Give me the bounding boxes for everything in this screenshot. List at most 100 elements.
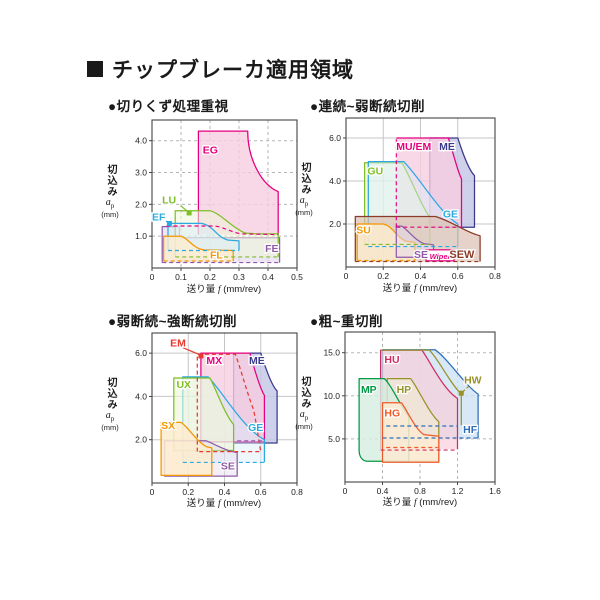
region-label-SE: SE (414, 249, 428, 261)
y-axis-unit: (mm) (295, 422, 313, 431)
y-axis-label-2: 切込み ap (mm) (290, 162, 318, 217)
region-outline-FL (162, 235, 234, 261)
x-tick-label: 0.3 (233, 272, 245, 282)
leader-marker (186, 210, 192, 216)
y-axis-symbol: ap (105, 197, 115, 210)
y-axis-symbol: ap (299, 195, 309, 208)
plot-border (151, 119, 298, 269)
region-outline-EF (167, 222, 240, 251)
y-axis-symbol: ap (105, 410, 115, 423)
region-label-HF: HF (463, 424, 478, 436)
x-tick-label: 0.1 (175, 272, 187, 282)
leader-line (182, 347, 201, 356)
y-axis-label-3: 切込み ap (mm) (96, 377, 124, 432)
y-axis-unit: (mm) (101, 210, 119, 219)
x-tick-label: 0.2 (182, 487, 194, 497)
x-tick-label: 0.8 (291, 487, 303, 497)
leader-marker (166, 220, 172, 226)
x-tick-label: 0.8 (414, 486, 426, 496)
title-square-marker (87, 61, 103, 77)
region-outline-GE (182, 376, 266, 463)
leader-line (462, 385, 470, 392)
y-tick-label: 3.0 (135, 168, 147, 178)
x-tick-label: 0.4 (377, 486, 389, 496)
region-label-EG: EG (203, 144, 218, 156)
y-axis-label-4: 切込み ap (mm) (290, 376, 318, 431)
y-axis-title: 切込み (299, 162, 310, 195)
region-label-GU: GU (367, 166, 383, 178)
y-tick-label: 2.0 (329, 219, 341, 229)
region-label-LU: LU (162, 195, 176, 207)
chart-chip-control: EG LU EF FL FE 0 0.1 0.2 0.3 0.4 0.5 1.0 2.0 3.0 4.0 (135, 119, 303, 282)
chart-subtitle-interrupted: ●弱断続~強断続切削 (108, 314, 238, 329)
region-outline-EG (197, 130, 279, 235)
title-text: チップブレーカ適用領域 (112, 59, 354, 82)
region-label-HW: HW (464, 375, 482, 387)
y-axis-unit: (mm) (295, 208, 313, 217)
y-tick-label: 4.0 (329, 176, 341, 186)
region-label-ME: ME (249, 355, 265, 367)
y-tick-label: 6.0 (135, 348, 147, 358)
x-axis-label-2: 送り量 f (mm/rev) (382, 283, 458, 294)
wiper-badge (425, 249, 455, 262)
x-tick-label: 1.2 (452, 486, 464, 496)
chart-interrupted: EM MX ME UX SX GE SE 0 0.2 0.4 0.6 0.8 2.0 4.0 6.0 (135, 332, 303, 497)
y-tick-label: 4.0 (135, 136, 147, 146)
x-tick-label: 0.4 (219, 487, 231, 497)
x-tick-label: 0.2 (204, 272, 216, 282)
x-tick-label: 0 (343, 486, 348, 496)
page-title: チップブレーカ適用領域 (87, 54, 354, 84)
y-axis-symbol: ap (299, 409, 309, 422)
y-axis-title: 切込み (105, 164, 116, 197)
x-axis-label-4: 送り量 f (mm/rev) (382, 497, 458, 508)
y-axis-title: 切込み (105, 377, 116, 410)
x-tick-label: 0.6 (452, 271, 464, 281)
region-label-FE: FE (265, 243, 278, 255)
region-label-MP: MP (361, 384, 377, 396)
x-axis-label-3: 送り量 f (mm/rev) (186, 498, 262, 509)
region-label-MU-EM: MU/EM (396, 141, 431, 153)
region-outline-LU (174, 210, 279, 257)
y-tick-label: 5.0 (328, 434, 340, 444)
y-tick-label: 6.0 (329, 133, 341, 143)
region-outline-SEW (354, 215, 481, 262)
x-tick-label: 0 (150, 487, 155, 497)
region-EM (196, 353, 262, 453)
wiper-badge-label: Wiper (430, 252, 452, 261)
region-outline-MU-EM (396, 137, 463, 228)
region-outline-HF (381, 349, 479, 438)
region-label-ME: ME (439, 141, 455, 153)
x-tick-label: 0.4 (262, 272, 274, 282)
region-label-SE: SE (221, 461, 235, 473)
x-tick-label: 0.4 (415, 271, 427, 281)
chart-continuous: Wiper GU MU/EM ME GE SU SE SEW 0 0.2 0.4 0.6 0.8 2.0 4… (329, 117, 501, 281)
x-tick-label: 0 (150, 272, 155, 282)
leader-marker (458, 390, 464, 396)
y-axis-label-1: 切込み ap (mm) (96, 164, 124, 219)
y-tick-label: 10.0 (323, 391, 340, 401)
x-tick-label: 0 (344, 271, 349, 281)
chart-subtitle-chip-control: ●切りくず処理重視 (108, 99, 229, 114)
region-label-SEW: SEW (449, 249, 475, 261)
region-label-UX: UX (176, 379, 191, 391)
leader-marker (198, 353, 204, 359)
y-axis-title: 切込み (299, 376, 310, 409)
region-label-GE: GE (443, 209, 458, 221)
y-tick-label: 15.0 (323, 348, 340, 358)
y-axis-unit: (mm) (101, 423, 119, 432)
region-label-FL: FL (210, 249, 223, 261)
chart-rough-heavy: HU MP HP HG HW HF 0 0.4 0.8 1.2 1.6 5.0 10.0 15.0 (323, 331, 501, 496)
x-tick-label: 0.2 (377, 271, 389, 281)
region-label-GE: GE (248, 422, 263, 434)
region-EG (198, 131, 279, 235)
x-tick-label: 0.5 (291, 272, 303, 282)
region-label-HP: HP (397, 384, 412, 396)
chart-subtitle-continuous: ●連続~弱断続切削 (310, 99, 426, 114)
region-label-EF: EF (152, 211, 166, 223)
region-outline-GE (367, 160, 459, 247)
x-tick-label: 0.6 (255, 487, 267, 497)
region-label-EM: EM (170, 338, 186, 350)
region-label-HG: HG (384, 407, 400, 419)
y-tick-label: 1.0 (135, 231, 147, 241)
